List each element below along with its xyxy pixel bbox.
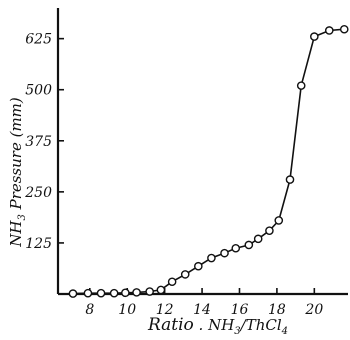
x-tick-label: 18 <box>268 302 286 318</box>
x-axis-title: Ratio . NH3/ThCl4 <box>147 315 288 337</box>
data-point <box>310 32 319 41</box>
data-point <box>285 175 295 184</box>
data-point <box>253 234 263 244</box>
data-point <box>244 240 254 250</box>
data-point <box>156 285 166 295</box>
data-point <box>132 288 141 297</box>
data-point <box>274 216 284 225</box>
data-point <box>167 277 177 287</box>
data-point <box>145 287 154 296</box>
x-tick-label: 20 <box>304 302 323 318</box>
data-point <box>180 270 190 279</box>
y-tick-label: 125 <box>25 236 52 252</box>
data-point <box>296 81 306 90</box>
y-tick-label: 625 <box>25 32 52 48</box>
x-tick-label: 14 <box>193 302 211 318</box>
data-point <box>324 26 334 35</box>
data-point <box>68 289 78 298</box>
y-tick-label: 500 <box>25 83 52 99</box>
x-tick-label: 8 <box>85 302 94 318</box>
chart-axes <box>56 8 348 296</box>
data-point <box>220 248 229 258</box>
x-tick-label: 16 <box>231 302 249 318</box>
data-point <box>339 24 349 34</box>
y-axis-title: NH3 Pressure (mm) <box>7 97 28 248</box>
series-line <box>72 28 345 295</box>
data-points-layer <box>68 24 349 298</box>
data-point <box>109 288 119 298</box>
data-point <box>265 226 274 235</box>
data-point <box>96 288 106 298</box>
chart-ticks: 8 10 12 14 16 18 20 125 250 375 500 625 <box>24 32 323 318</box>
data-point <box>121 288 130 298</box>
x-tick-label: 10 <box>118 302 136 318</box>
y-tick-label: 250 <box>24 185 52 201</box>
data-point <box>231 243 241 253</box>
data-point <box>83 288 93 298</box>
y-tick-label: 375 <box>25 134 52 150</box>
x-tick-label: 12 <box>156 302 174 318</box>
series-line-layer <box>72 28 345 295</box>
data-point <box>207 253 216 263</box>
data-point <box>194 261 203 271</box>
